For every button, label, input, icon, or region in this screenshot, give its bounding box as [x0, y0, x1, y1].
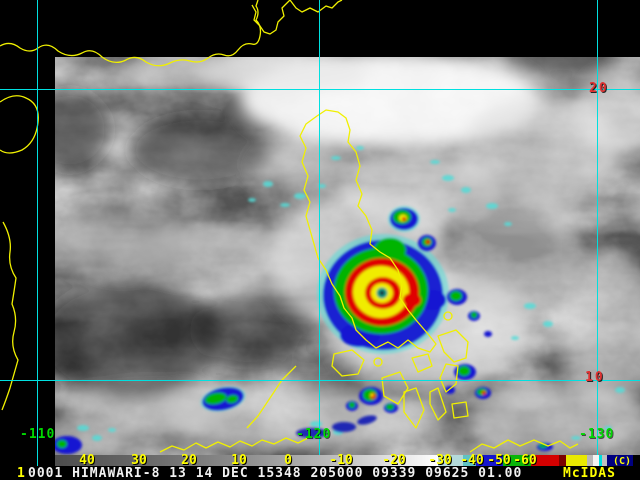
colorbar-tick: 40 — [79, 453, 95, 468]
colorbar-tick: -60 — [513, 453, 537, 468]
colorbar-segment — [607, 455, 633, 467]
colorbar-segment — [463, 455, 476, 467]
longitude-label-120e: -120 — [296, 427, 332, 442]
colorbar-tick: 30 — [131, 453, 147, 468]
colorbar-tick: -10 — [329, 453, 353, 468]
cyan-enhancement-specks — [77, 146, 625, 441]
colorbar-tick: 10 — [231, 453, 247, 468]
image-annotation-line: 1 0001 HIMAWARI-8 13 14 DEC 15348 205000… — [0, 466, 640, 480]
colorbar-segment — [593, 455, 599, 467]
colorbar-segment — [531, 455, 559, 467]
colorbar-tick: -50 — [487, 453, 511, 468]
longitude-label-110e: -110 — [20, 427, 56, 442]
colorbar-segment — [503, 455, 531, 467]
colorbar-segment — [599, 455, 602, 467]
image-label: 0001 HIMAWARI-8 13 14 DEC 15348 205000 0… — [28, 466, 523, 480]
colorbar-segment — [587, 455, 593, 467]
frame-number: 1 — [17, 466, 25, 480]
colorbar-tick: -30 — [428, 453, 452, 468]
colorbar-tick: 20 — [181, 453, 197, 468]
latitude-label-10n: 10 — [585, 370, 605, 385]
longitude-label-130e: -130 — [579, 427, 615, 442]
latitude-label-20n: 20 — [589, 81, 609, 96]
colorbar-segment — [438, 455, 463, 467]
mcidas-brand: McIDAS — [563, 466, 616, 480]
colorbar-segment — [602, 455, 607, 467]
colorbar-segment — [566, 455, 587, 467]
latlon-gridlines — [0, 0, 640, 467]
convective-cells — [55, 206, 553, 454]
colorbar-segment — [633, 455, 640, 467]
coastline-overlay — [0, 0, 579, 453]
colorbar-tick: -20 — [382, 453, 406, 468]
temperature-colorbar — [55, 455, 640, 467]
colorbar-grayscale-gradient — [55, 455, 438, 467]
colorbar-segment — [559, 455, 566, 467]
infrared-cloud-imagery — [55, 57, 640, 455]
colorbar-tick: 0 — [284, 453, 292, 468]
colorbar-tick: -40 — [460, 453, 484, 468]
copyright-mark: (C) — [612, 456, 632, 467]
colorbar-segment — [476, 455, 503, 467]
